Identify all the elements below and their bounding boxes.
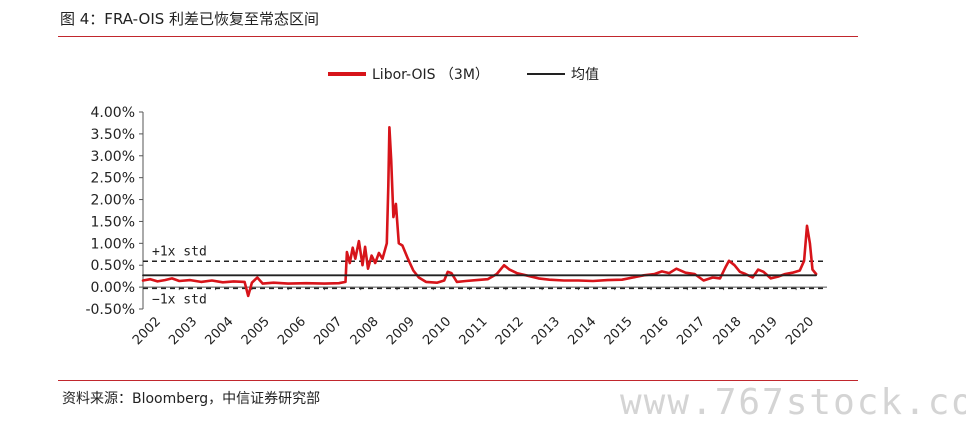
y-tick-label: 2.50%: [91, 171, 135, 187]
figure-title: 图 4：FRA-OIS 利差已恢复至常态区间: [60, 10, 320, 28]
y-tick-label: 0.50%: [91, 258, 135, 274]
x-tick-label: 2004: [203, 314, 237, 348]
plot-area: 4.00% 3.50% 3.00% 2.50% 2.00% 1.50% 1.00% 0.50%…: [85, 105, 827, 348]
x-tick-label: 2012: [493, 314, 527, 348]
x-tick-label: 2018: [711, 314, 745, 348]
title-rule: [58, 36, 858, 37]
x-tick-label: 2002: [130, 314, 164, 348]
x-tick-label: 2020: [783, 314, 817, 348]
x-tick-label: 2016: [638, 314, 672, 348]
x-tick-label: 2019: [747, 314, 781, 348]
series-libor-ois: [141, 126, 818, 298]
x-tick-label: 2015: [602, 314, 636, 348]
y-tick-label: 3.00%: [91, 149, 135, 165]
x-tick-label: 2017: [674, 314, 708, 348]
x-tick-label: 2006: [275, 314, 309, 348]
std-label: +1x std: [152, 244, 207, 259]
y-tick-label: 1.50%: [91, 214, 135, 230]
legend: Libor-OIS （3M） 均值: [328, 67, 599, 83]
y-tick-label: 1.00%: [91, 236, 135, 252]
x-tick-label: 2013: [529, 314, 563, 348]
x-tick-label: 2009: [384, 314, 418, 348]
source-note: 资料来源：Bloomberg，中信证券研究部: [62, 391, 321, 407]
y-tick-label: 4.00%: [91, 105, 135, 121]
x-tick-label: 2014: [565, 314, 599, 348]
y-tick-label: 2.00%: [91, 193, 135, 209]
y-tick-label: 3.50%: [91, 127, 135, 143]
x-tick-label: 2011: [457, 314, 491, 348]
legend-label-mean: 均值: [571, 67, 599, 83]
y-tick-label: -0.50%: [85, 302, 135, 318]
x-tick-label: 2008: [348, 314, 382, 348]
x-tick-label: 2005: [239, 314, 273, 348]
x-tick-label: 2010: [420, 314, 454, 348]
footer-rule: [58, 380, 858, 381]
y-tick-label: 0.00%: [91, 280, 135, 296]
x-tick-label: 2003: [166, 314, 200, 348]
x-tick-label: 2007: [311, 314, 345, 348]
watermark: www.767stock.com: [620, 382, 966, 423]
std-label: −1x std: [152, 292, 207, 307]
legend-label-libor-ois: Libor-OIS （3M）: [372, 67, 489, 83]
